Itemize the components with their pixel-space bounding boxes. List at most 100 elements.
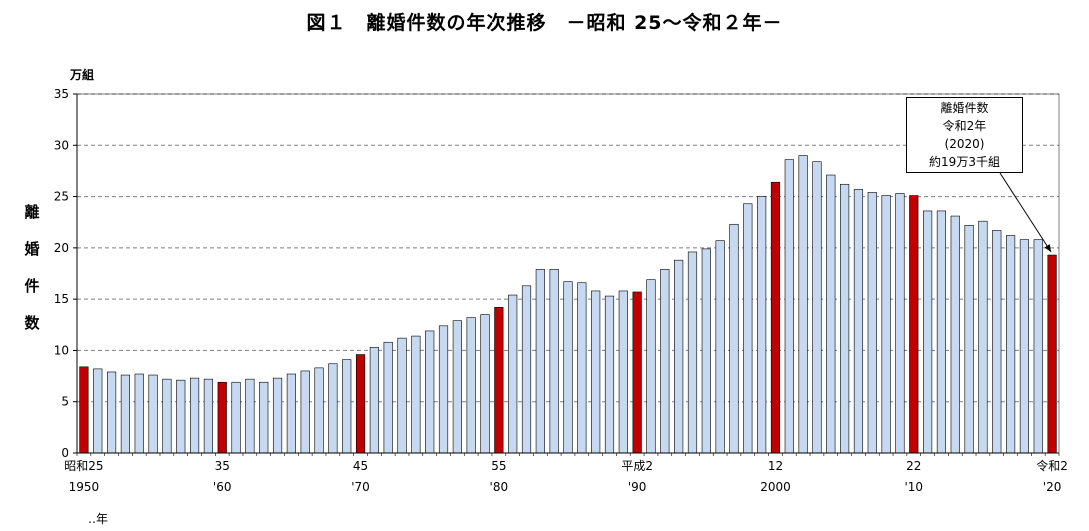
bar bbox=[964, 224, 974, 454]
bar bbox=[189, 377, 200, 454]
bar bbox=[757, 196, 767, 454]
bar bbox=[397, 337, 407, 454]
bar bbox=[936, 210, 947, 454]
bar bbox=[1019, 239, 1030, 454]
y-tick-label: 5 bbox=[61, 395, 69, 409]
y-tick-label: 0 bbox=[61, 446, 69, 460]
bar bbox=[231, 381, 241, 454]
bar bbox=[355, 354, 366, 454]
bar bbox=[563, 281, 573, 454]
bar bbox=[632, 291, 642, 454]
bar bbox=[729, 223, 739, 454]
x-tick-label: 55 bbox=[491, 459, 506, 473]
y-tick-label: 10 bbox=[54, 343, 69, 357]
bar bbox=[411, 335, 421, 454]
bar bbox=[646, 279, 656, 454]
y-axis-label-char-3: 件 bbox=[24, 277, 40, 295]
bar bbox=[148, 374, 158, 454]
bar bbox=[1047, 254, 1057, 454]
x-tick-label: '10 bbox=[904, 480, 923, 494]
bar bbox=[1006, 235, 1016, 454]
y-tick-label: 15 bbox=[54, 292, 69, 306]
x-tick-label: '70 bbox=[351, 480, 370, 494]
bar bbox=[549, 269, 559, 454]
y-tick-label: 25 bbox=[54, 190, 69, 204]
bar bbox=[770, 181, 781, 454]
bar bbox=[79, 366, 89, 454]
annotation-box: 離婚件数 令和2年 (2020) 約19万3千組 bbox=[906, 97, 1023, 173]
x-tick-label: 35 bbox=[215, 459, 230, 473]
bar bbox=[383, 341, 393, 454]
bar bbox=[259, 381, 269, 454]
y-tick-label: 35 bbox=[54, 87, 69, 101]
x-tick-label: 12 bbox=[768, 459, 783, 473]
x-tick-label: 22 bbox=[906, 459, 921, 473]
x-tick-label: 昭和25 bbox=[64, 459, 103, 473]
bar bbox=[535, 269, 545, 454]
bar bbox=[176, 379, 186, 454]
x-unit-note: ‥年 bbox=[88, 512, 109, 526]
bar bbox=[715, 240, 725, 454]
bar bbox=[743, 203, 753, 454]
bar bbox=[840, 183, 850, 454]
x-tick-label: '90 bbox=[628, 480, 647, 494]
annotation-arrow-line bbox=[999, 172, 1052, 253]
x-tick-label: 1950 bbox=[69, 480, 100, 494]
annotation-line-4: 約19万3千組 bbox=[929, 155, 1000, 169]
bar bbox=[286, 373, 296, 454]
bar bbox=[480, 314, 490, 454]
bar bbox=[604, 295, 615, 454]
bar bbox=[923, 210, 933, 454]
bar bbox=[106, 371, 117, 454]
bar bbox=[466, 317, 476, 454]
bar bbox=[272, 377, 283, 454]
bar bbox=[203, 378, 213, 454]
bar bbox=[701, 248, 711, 454]
chart-title: 図１ 離婚件数の年次推移 －昭和 25～令和２年－ bbox=[306, 12, 783, 34]
y-tick-label: 20 bbox=[54, 241, 69, 255]
bar bbox=[867, 192, 877, 454]
bar bbox=[1033, 239, 1043, 454]
bar bbox=[660, 269, 670, 454]
bar bbox=[314, 367, 324, 454]
bar bbox=[217, 381, 227, 454]
x-tick-label: 令和2 bbox=[1036, 458, 1068, 473]
bar bbox=[342, 359, 352, 454]
bar bbox=[812, 161, 822, 454]
y-axis-label-char-1: 離 bbox=[24, 203, 40, 221]
bar bbox=[826, 174, 836, 454]
bar bbox=[881, 195, 891, 454]
y-axis-label-char-2: 婚 bbox=[24, 240, 40, 258]
bar bbox=[120, 374, 130, 454]
bar bbox=[784, 159, 794, 454]
bar bbox=[798, 155, 808, 454]
bar bbox=[521, 285, 532, 454]
bar bbox=[162, 378, 172, 454]
bar bbox=[853, 189, 864, 454]
annotation-line-3: (2020) bbox=[944, 137, 985, 151]
bar bbox=[978, 220, 988, 454]
x-tick-label: '20 bbox=[1043, 480, 1062, 494]
x-tick-label: '80 bbox=[490, 480, 509, 494]
x-tick-label: 平成2 bbox=[621, 459, 653, 473]
annotation-line-2: 令和2年 bbox=[942, 119, 987, 133]
bar bbox=[591, 290, 601, 454]
bar bbox=[909, 195, 919, 454]
bar bbox=[508, 294, 518, 454]
bar bbox=[895, 193, 905, 454]
annotation-arrow-head bbox=[1044, 244, 1052, 253]
bar bbox=[674, 259, 684, 454]
x-tick-label: 2000 bbox=[760, 480, 791, 494]
bar bbox=[369, 347, 379, 454]
bar bbox=[438, 325, 449, 454]
bar bbox=[245, 378, 255, 454]
y-axis-label-char-4: 数 bbox=[24, 314, 40, 332]
bar bbox=[618, 290, 628, 454]
bar bbox=[950, 215, 960, 454]
bar bbox=[328, 363, 338, 454]
x-tick-label: '60 bbox=[213, 480, 232, 494]
bar bbox=[425, 330, 435, 454]
annotation-line-1: 離婚件数 bbox=[940, 101, 989, 115]
bar bbox=[300, 370, 310, 454]
